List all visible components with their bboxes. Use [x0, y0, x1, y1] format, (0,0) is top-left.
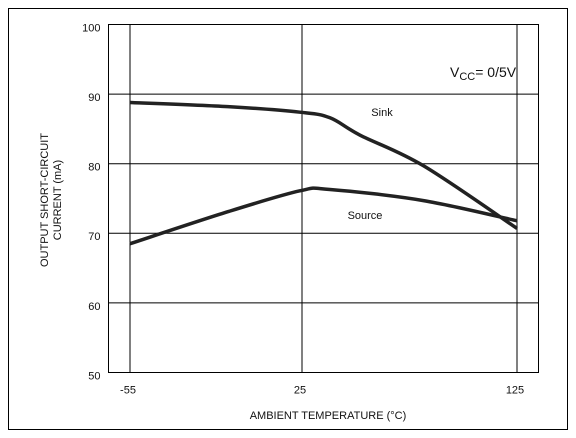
y-axis-label-line: CURRENT (mA): [52, 160, 64, 240]
y-tick-label: 100: [82, 22, 100, 34]
y-tick-label: 60: [88, 301, 100, 313]
x-tick-label: 25: [294, 384, 306, 396]
series-line: [129, 100, 518, 230]
x-tick-label: -55: [120, 384, 136, 396]
y-tick-label: 80: [88, 162, 100, 174]
frame: [8, 8, 568, 430]
annotation-sub: CC: [459, 71, 475, 83]
y-tick-label: 90: [88, 92, 100, 104]
annotation-main: V: [450, 64, 460, 80]
y-axis-label: OUTPUT SHORT-CIRCUIT CURRENT (mA): [39, 133, 64, 267]
x-axis-label: AMBIENT TEMPERATURE (°C): [250, 410, 407, 422]
x-tick-label: 125: [506, 384, 524, 396]
y-tick-label: 50: [88, 370, 100, 382]
annotation-rest: = 0/5V: [475, 64, 517, 80]
y-axis-label-line: OUTPUT SHORT-CIRCUIT: [39, 133, 51, 267]
annotation: VCC= 0/5V: [450, 64, 517, 83]
series-line: [129, 186, 518, 246]
y-tick-label: 70: [88, 231, 100, 243]
series-label: Sink: [371, 107, 393, 119]
series-label: Source: [348, 210, 383, 222]
